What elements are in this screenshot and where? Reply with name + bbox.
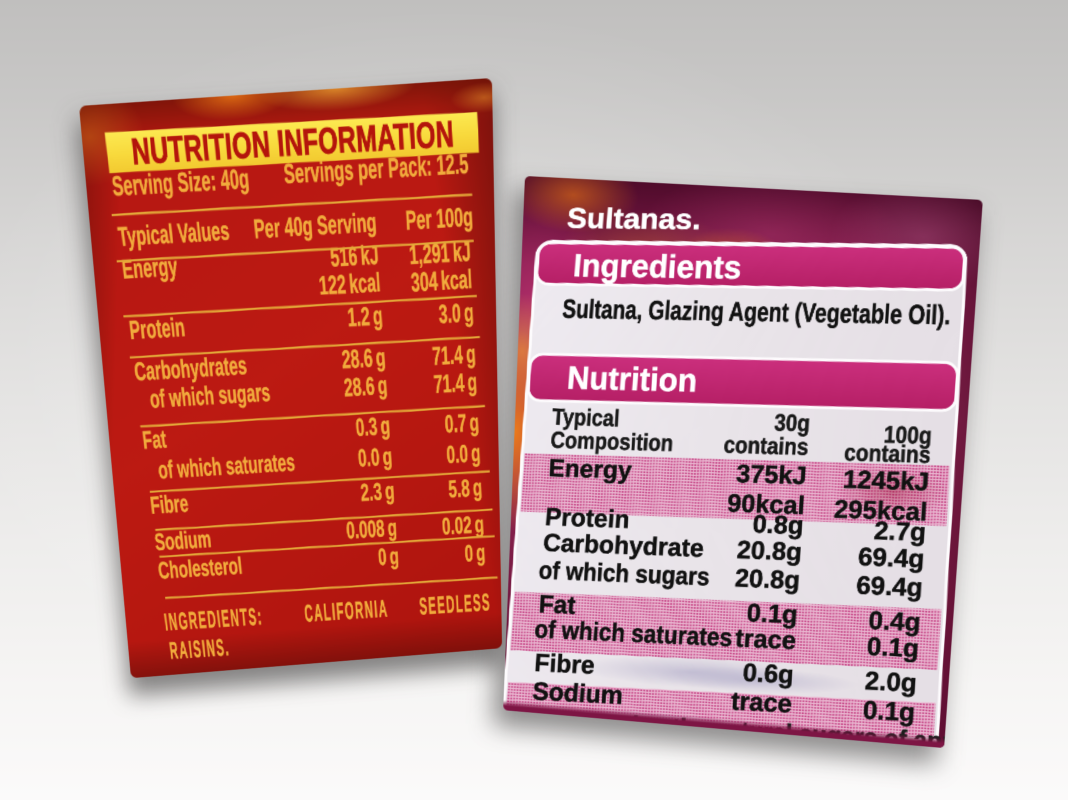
svg-text:90kcal: 90kcal [726,489,805,520]
svg-text:contains: contains [723,432,809,460]
svg-text:Fibre: Fibre [534,649,596,680]
svg-text:Typical: Typical [551,405,620,432]
svg-text:INGREDIENTS:: INGREDIENTS: [163,603,264,636]
svg-text:0.1g: 0.1g [746,599,799,630]
svg-text:Sultanas.: Sultanas. [566,203,702,237]
svg-text:0.3 g: 0.3 g [355,412,391,442]
svg-text:2.3 g: 2.3 g [360,478,396,507]
svg-text:trace: trace [730,687,793,719]
svg-text:Sodium: Sodium [153,526,212,556]
svg-text:0.0 g: 0.0 g [446,440,481,470]
svg-text:69.4g: 69.4g [857,543,925,574]
svg-text:2.7g: 2.7g [873,517,927,548]
svg-text:1,291 kJ: 1,291 kJ [408,237,471,271]
svg-text:Fibre: Fibre [149,490,190,520]
svg-text:Ingredients: Ingredients [572,247,743,286]
svg-text:Serving Size: 40g: Serving Size: 40g [110,164,250,203]
svg-text:71.4 g: 71.4 g [431,340,476,371]
svg-text:0.0 g: 0.0 g [357,443,393,473]
svg-text:2.0g: 2.0g [864,667,918,699]
svg-text:69.4g: 69.4g [856,571,924,603]
svg-text:0.008 g: 0.008 g [345,515,398,545]
svg-text:0.1g: 0.1g [866,632,920,663]
svg-text:375kJ: 375kJ [735,460,807,491]
svg-text:Energy: Energy [548,454,634,485]
svg-text:Per 40g Serving: Per 40g Serving [253,209,378,245]
svg-text:0.8g: 0.8g [752,510,805,540]
svg-text:Fat: Fat [141,425,168,455]
svg-text:Carbohydrate: Carbohydrate [542,529,705,563]
svg-text:of which sugars: of which sugars [538,556,711,591]
svg-text:Fat: Fat [538,590,577,620]
svg-text:304 kcal: 304 kcal [410,265,473,298]
svg-text:Sultana, Glazing Agent (Vegeta: Sultana, Glazing Agent (Vegetable Oil). [561,294,951,330]
svg-text:71.4 g: 71.4 g [433,368,478,399]
svg-text:SEEDLESS: SEEDLESS [419,589,492,620]
svg-text:Protein: Protein [128,313,187,346]
svg-text:0 g: 0 g [464,540,486,568]
svg-text:122 kcal: 122 kcal [318,268,382,301]
svg-text:516 kJ: 516 kJ [329,240,379,273]
svg-text:trace: trace [734,624,797,656]
svg-text:CALIFORNIA: CALIFORNIA [303,595,389,627]
svg-text:0.4g: 0.4g [868,606,922,637]
svg-text:1245kJ: 1245kJ [842,466,930,497]
svg-text:Nutrition: Nutrition [566,359,698,399]
svg-text:20.8g: 20.8g [736,536,803,567]
svg-text:of which saturates: of which saturates [157,449,296,485]
svg-text:RAISINS.: RAISINS. [168,634,231,664]
svg-text:Per 100g: Per 100g [405,203,474,236]
svg-text:of which sugars: of which sugars [148,378,271,414]
svg-text:Protein: Protein [544,503,630,534]
svg-text:Energy: Energy [120,252,179,285]
svg-text:0.1g: 0.1g [862,696,916,728]
svg-text:0.02 g: 0.02 g [441,511,484,540]
svg-text:Composition: Composition [550,428,674,457]
svg-text:contains: contains [843,440,931,469]
svg-text:1.2 g: 1.2 g [346,301,383,332]
svg-text:0.6g: 0.6g [742,659,795,690]
svg-text:28.6 g: 28.6 g [343,372,388,403]
svg-text:5.8 g: 5.8 g [448,474,483,503]
svg-text:Typical Values: Typical Values [117,217,231,253]
svg-text:0 g: 0 g [377,543,400,571]
svg-text:28.6 g: 28.6 g [341,343,387,374]
svg-text:Carbohydrates: Carbohydrates [133,351,248,387]
svg-text:3.0 g: 3.0 g [438,298,475,329]
svg-text:30g: 30g [774,410,811,437]
svg-text:100g: 100g [883,422,933,449]
svg-text:0.7 g: 0.7 g [444,409,480,439]
svg-text:20.8g: 20.8g [734,564,801,595]
svg-text:295kcal: 295kcal [833,495,928,527]
svg-text:Cholesterol: Cholesterol [157,553,244,585]
